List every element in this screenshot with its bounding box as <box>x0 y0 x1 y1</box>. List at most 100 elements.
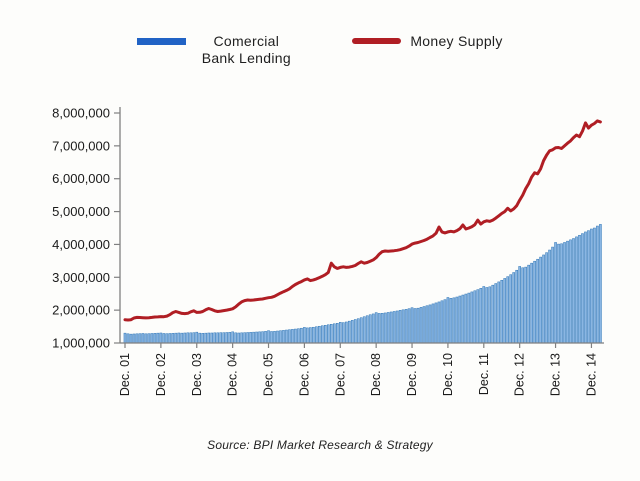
x-tick-label: Dec. 09 <box>405 353 419 396</box>
lending-bar <box>237 332 240 344</box>
lending-bar <box>228 332 231 344</box>
lending-bar <box>515 269 518 344</box>
lending-bar <box>303 327 306 344</box>
lending-bar <box>350 320 354 344</box>
lending-bar <box>587 230 590 344</box>
lending-bar <box>461 294 465 344</box>
lending-bar <box>383 312 387 344</box>
lending-bar <box>482 286 486 344</box>
lending-bar <box>512 272 516 344</box>
lending-bar <box>312 326 315 344</box>
lending-bar <box>168 333 172 344</box>
lending-bar <box>488 286 492 344</box>
lending-bar <box>276 330 279 344</box>
lending-bar <box>306 327 309 344</box>
lending-bar <box>333 323 336 344</box>
lending-bar <box>458 295 462 344</box>
lending-bar <box>428 304 432 344</box>
source-note: Source: BPI Market Research & Strategy <box>207 438 433 452</box>
y-tick-label: 6,000,000 <box>52 171 110 186</box>
lending-bar <box>599 224 602 344</box>
lending-bar <box>503 278 507 344</box>
lending-bar <box>422 306 426 344</box>
lending-bar <box>341 322 345 344</box>
lending-bar <box>491 284 495 344</box>
legend: Comercial Bank Lending Money Supply <box>0 33 640 67</box>
x-tick-label: Dec. 03 <box>190 353 204 396</box>
lending-bar <box>249 332 252 344</box>
lending-bar <box>401 309 405 344</box>
lending-bar <box>344 321 348 344</box>
lending-bar <box>521 267 524 344</box>
lending-bar <box>288 329 291 344</box>
lending-bar <box>593 227 596 344</box>
lending-bar <box>258 331 261 344</box>
lending-bar <box>485 287 489 344</box>
y-tick-label: 5,000,000 <box>52 204 110 219</box>
lending-bar <box>545 252 548 344</box>
x-tick-label: Dec. 10 <box>441 353 455 396</box>
lending-bar <box>150 333 154 344</box>
lending-bar <box>452 297 456 344</box>
lending-bar <box>219 332 222 344</box>
lending-bar <box>309 327 312 344</box>
lending-bar <box>183 332 187 344</box>
lending-bar <box>186 332 190 344</box>
lending-bar <box>177 332 181 344</box>
lending-bar <box>455 296 459 344</box>
x-tick-label: Dec. 12 <box>513 353 527 396</box>
x-tick-label: Dec. 14 <box>584 353 598 396</box>
lending-bar <box>419 307 423 344</box>
lending-bar <box>380 313 384 344</box>
lending-bar <box>476 289 480 344</box>
lending-bar <box>129 333 133 344</box>
lending-bar <box>497 281 501 344</box>
lending-bar <box>225 332 228 344</box>
lending-bar <box>174 332 178 344</box>
lending-bar <box>425 305 429 344</box>
lending-bar <box>318 325 321 344</box>
lending-bar <box>147 333 151 344</box>
lending-bar <box>596 225 599 344</box>
lending-bar <box>410 307 414 344</box>
lending-bar <box>261 331 264 344</box>
x-tick-label: Dec. 05 <box>262 353 276 396</box>
lending-bar <box>509 274 513 344</box>
lending-bar <box>524 266 527 344</box>
x-tick-label: Dec. 06 <box>297 353 311 396</box>
x-tick-label: Dec. 02 <box>154 353 168 396</box>
lending-bar <box>554 242 557 344</box>
lending-bar <box>590 228 593 344</box>
lending-bar <box>434 302 438 344</box>
lending-bar <box>368 314 372 344</box>
lending-bar <box>395 310 399 344</box>
y-tick-label: 3,000,000 <box>52 270 110 285</box>
lending-bar <box>371 313 375 344</box>
lending-bar <box>213 332 216 344</box>
lending-bar <box>156 332 160 344</box>
lending-bar <box>533 260 536 344</box>
lending-bar <box>285 329 288 344</box>
lending-bar <box>437 301 441 344</box>
lending-bar <box>572 238 575 344</box>
x-tick-label: Dec. 13 <box>549 353 563 396</box>
lending-bar <box>159 332 163 344</box>
lending-bar <box>252 331 255 344</box>
lending-bar <box>255 331 258 344</box>
lending-bar <box>551 246 554 344</box>
lending-bar <box>416 307 420 344</box>
lending-bar <box>473 290 477 344</box>
lending-bar <box>530 262 533 344</box>
lending-bar <box>467 292 471 344</box>
lending-bar <box>264 331 267 344</box>
lending-bar <box>165 333 169 344</box>
lending-bar <box>518 266 521 344</box>
y-tick-label: 7,000,000 <box>52 138 110 153</box>
lending-bar <box>440 300 444 344</box>
lending-bar <box>569 239 572 344</box>
lending-bar <box>389 311 393 344</box>
lending-bar <box>207 332 211 344</box>
lending-bar <box>231 331 234 344</box>
lending-bar <box>362 316 366 344</box>
